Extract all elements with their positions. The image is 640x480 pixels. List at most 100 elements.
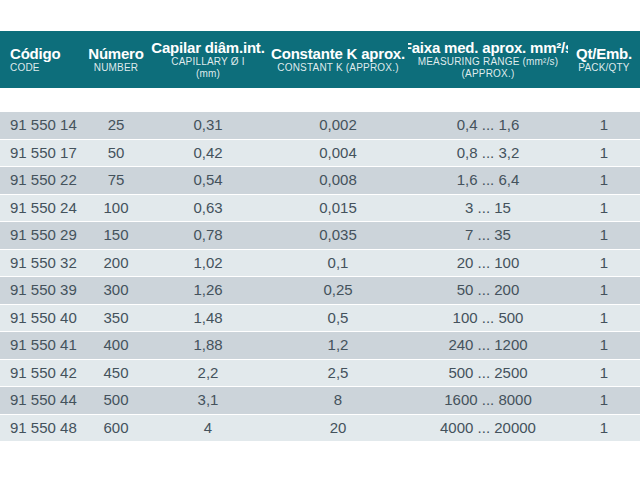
table-row: 91 550 241000,630,0153 ... 151 xyxy=(0,195,640,223)
table-cell-faixa: 0,4 ... 1,6 xyxy=(408,112,568,139)
table-cell-capilar: 1,88 xyxy=(148,332,268,359)
table-row: 91 550 22750,540,0081,6 ... 6,41 xyxy=(0,167,640,195)
table-cell-constante: 0,1 xyxy=(268,250,408,277)
table-cell-faixa: 100 ... 500 xyxy=(408,305,568,332)
column-header-qt: Qt/Emb.PACK/QTY xyxy=(568,31,640,88)
viscometer-spec-table: CódigoCODENúmeroNUMBERCapilar diâm.int.C… xyxy=(0,31,640,442)
table-cell-qt: 1 xyxy=(568,195,640,222)
table-cell-faixa: 0,8 ... 3,2 xyxy=(408,140,568,167)
table-cell-codigo: 91 550 17 xyxy=(0,140,84,167)
table-cell-codigo: 91 550 39 xyxy=(0,277,84,304)
table-cell-codigo: 91 550 24 xyxy=(0,195,84,222)
table-body: 91 550 14250,310,0020,4 ... 1,6191 550 1… xyxy=(0,112,640,442)
table-cell-constante: 8 xyxy=(268,387,408,414)
header-body-gap xyxy=(0,88,640,112)
column-subtitle: CONSTANT K (APPROX.) xyxy=(277,62,398,74)
table-cell-qt: 1 xyxy=(568,332,640,359)
table-cell-faixa: 3 ... 15 xyxy=(408,195,568,222)
table-cell-codigo: 91 550 48 xyxy=(0,415,84,442)
column-header-capilar: Capilar diâm.int.CAPILLARY Ø I(mm) xyxy=(148,31,268,88)
table-cell-constante: 0,002 xyxy=(268,112,408,139)
table-cell-numero: 50 xyxy=(84,140,148,167)
table-cell-numero: 600 xyxy=(84,415,148,442)
table-cell-numero: 150 xyxy=(84,222,148,249)
column-subtitle: MEASURING RANGE (mm²/s) xyxy=(418,56,559,68)
table-cell-capilar: 1,26 xyxy=(148,277,268,304)
table-cell-qt: 1 xyxy=(568,387,640,414)
table-cell-faixa: 1600 ... 8000 xyxy=(408,387,568,414)
table-cell-constante: 1,2 xyxy=(268,332,408,359)
table-cell-qt: 1 xyxy=(568,415,640,442)
table-cell-codigo: 91 550 32 xyxy=(0,250,84,277)
table-cell-capilar: 4 xyxy=(148,415,268,442)
table-cell-faixa: 1,6 ... 6,4 xyxy=(408,167,568,194)
table-cell-qt: 1 xyxy=(568,277,640,304)
table-cell-capilar: 3,1 xyxy=(148,387,268,414)
table-cell-qt: 1 xyxy=(568,140,640,167)
column-title: Qt/Emb. xyxy=(576,45,632,62)
table-cell-capilar: 0,42 xyxy=(148,140,268,167)
table-row: 91 550 322001,020,120 ... 1001 xyxy=(0,250,640,278)
table-row: 91 550 393001,260,2550 ... 2001 xyxy=(0,277,640,305)
table-cell-faixa: 7 ... 35 xyxy=(408,222,568,249)
column-subtitle: NUMBER xyxy=(94,62,139,74)
table-cell-codigo: 91 550 22 xyxy=(0,167,84,194)
column-header-numero: NúmeroNUMBER xyxy=(84,31,148,88)
table-row: 91 550 424502,22,5500 ... 25001 xyxy=(0,360,640,388)
table-cell-qt: 1 xyxy=(568,305,640,332)
table-cell-capilar: 0,54 xyxy=(148,167,268,194)
table-cell-constante: 0,008 xyxy=(268,167,408,194)
table-cell-numero: 25 xyxy=(84,112,148,139)
table-row: 91 550 17500,420,0040,8 ... 3,21 xyxy=(0,140,640,168)
column-title: Constante K aprox. xyxy=(271,45,405,62)
table-cell-constante: 2,5 xyxy=(268,360,408,387)
table-row: 91 550 486004204000 ... 200001 xyxy=(0,415,640,443)
column-subtitle: PACK/QTY xyxy=(578,62,629,74)
table-row: 91 550 291500,780,0357 ... 351 xyxy=(0,222,640,250)
table-cell-numero: 400 xyxy=(84,332,148,359)
table-cell-faixa: 50 ... 200 xyxy=(408,277,568,304)
column-subtitle: (mm) xyxy=(196,68,220,80)
table-cell-numero: 75 xyxy=(84,167,148,194)
table-row: 91 550 403501,480,5100 ... 5001 xyxy=(0,305,640,333)
column-subtitle: CODE xyxy=(10,62,40,74)
table-cell-qt: 1 xyxy=(568,112,640,139)
table-cell-capilar: 0,31 xyxy=(148,112,268,139)
column-subtitle: (APPROX.) xyxy=(462,68,515,80)
table-cell-codigo: 91 550 14 xyxy=(0,112,84,139)
column-title: Código xyxy=(10,45,60,62)
column-title: Faixa med. aprox. mm²/s xyxy=(408,39,568,56)
table-cell-qt: 1 xyxy=(568,222,640,249)
table-cell-faixa: 4000 ... 20000 xyxy=(408,415,568,442)
table-cell-qt: 1 xyxy=(568,360,640,387)
table-cell-numero: 200 xyxy=(84,250,148,277)
column-title: Número xyxy=(88,45,143,62)
table-cell-constante: 20 xyxy=(268,415,408,442)
column-header-faixa: Faixa med. aprox. mm²/sMEASURING RANGE (… xyxy=(408,31,568,88)
table-cell-codigo: 91 550 29 xyxy=(0,222,84,249)
table-cell-constante: 0,015 xyxy=(268,195,408,222)
table-cell-capilar: 1,02 xyxy=(148,250,268,277)
column-title: Capilar diâm.int. xyxy=(151,39,264,56)
table-cell-constante: 0,25 xyxy=(268,277,408,304)
table-cell-codigo: 91 550 40 xyxy=(0,305,84,332)
table-header-row: CódigoCODENúmeroNUMBERCapilar diâm.int.C… xyxy=(0,31,640,88)
table-cell-faixa: 240 ... 1200 xyxy=(408,332,568,359)
table-row: 91 550 14250,310,0020,4 ... 1,61 xyxy=(0,112,640,140)
table-cell-capilar: 2,2 xyxy=(148,360,268,387)
table-cell-constante: 0,035 xyxy=(268,222,408,249)
table-cell-faixa: 500 ... 2500 xyxy=(408,360,568,387)
table-cell-capilar: 0,78 xyxy=(148,222,268,249)
column-subtitle: CAPILLARY Ø I xyxy=(171,56,244,68)
table-cell-capilar: 1,48 xyxy=(148,305,268,332)
table-cell-numero: 100 xyxy=(84,195,148,222)
table-cell-numero: 450 xyxy=(84,360,148,387)
table-cell-codigo: 91 550 41 xyxy=(0,332,84,359)
table-cell-numero: 350 xyxy=(84,305,148,332)
column-header-constante: Constante K aprox.CONSTANT K (APPROX.) xyxy=(268,31,408,88)
table-row: 91 550 414001,881,2240 ... 12001 xyxy=(0,332,640,360)
column-header-codigo: CódigoCODE xyxy=(0,31,84,88)
table-cell-qt: 1 xyxy=(568,250,640,277)
table-cell-constante: 0,5 xyxy=(268,305,408,332)
table-cell-faixa: 20 ... 100 xyxy=(408,250,568,277)
